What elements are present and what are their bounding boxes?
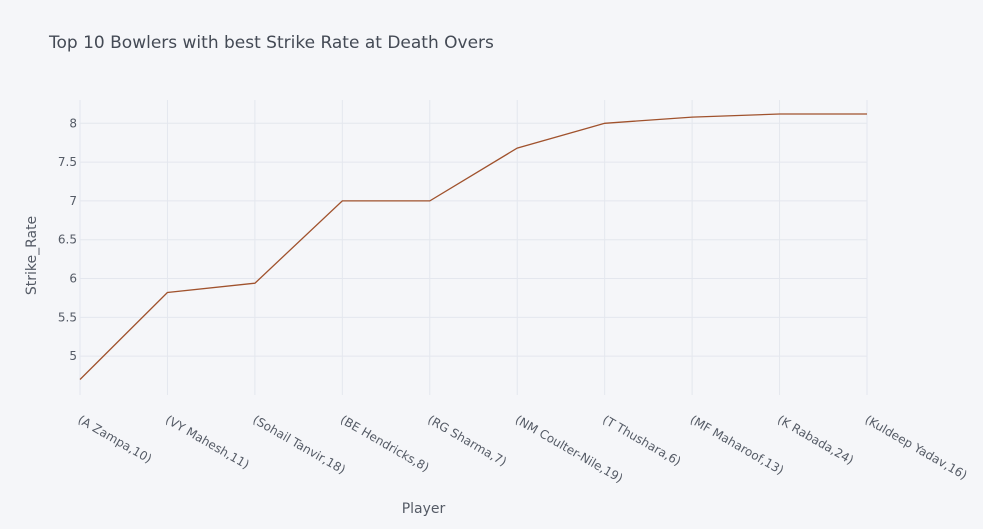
y-tick-label: 6	[69, 272, 77, 286]
y-axis-title: Strike_Rate	[24, 216, 40, 295]
data-point[interactable]	[427, 198, 433, 204]
data-point[interactable]	[164, 290, 170, 296]
strike-rate-line	[79, 113, 867, 380]
x-tick-label: (Sohail Tanvir,18)	[250, 412, 348, 476]
chart-title: Top 10 Bowlers with best Strike Rate at …	[49, 33, 494, 53]
y-tick-label: 5.5	[58, 310, 77, 324]
data-point[interactable]	[777, 111, 783, 117]
data-point[interactable]	[252, 280, 258, 286]
data-point[interactable]	[689, 114, 695, 120]
y-tick-label: 8	[69, 116, 77, 130]
data-point[interactable]	[514, 145, 520, 151]
x-tick-label: (BE Hendricks,8)	[338, 412, 432, 474]
data-point[interactable]	[864, 111, 870, 117]
x-tick-label: (MF Maharoof,13)	[688, 412, 787, 477]
x-tick-label: (T Thushara,6)	[600, 412, 683, 468]
y-tick-label: 7.5	[58, 155, 77, 169]
y-tick-label: 6.5	[58, 233, 77, 247]
y-tick-label: 5	[69, 349, 77, 363]
data-point[interactable]	[77, 376, 83, 382]
data-point[interactable]	[339, 198, 345, 204]
x-axis-title: Player	[402, 501, 446, 517]
x-tick-label: (A Zampa,10)	[76, 412, 155, 465]
data-point[interactable]	[602, 120, 608, 126]
x-tick-label: (VY Mahesh,11)	[163, 412, 252, 471]
x-tick-label: (RG Sharma,7)	[425, 412, 509, 468]
x-tick-label: (K Rabada,24)	[775, 412, 856, 467]
y-tick-label: 7	[69, 194, 77, 208]
x-tick-label: (Kuldeep Yadav,16)	[863, 412, 970, 482]
